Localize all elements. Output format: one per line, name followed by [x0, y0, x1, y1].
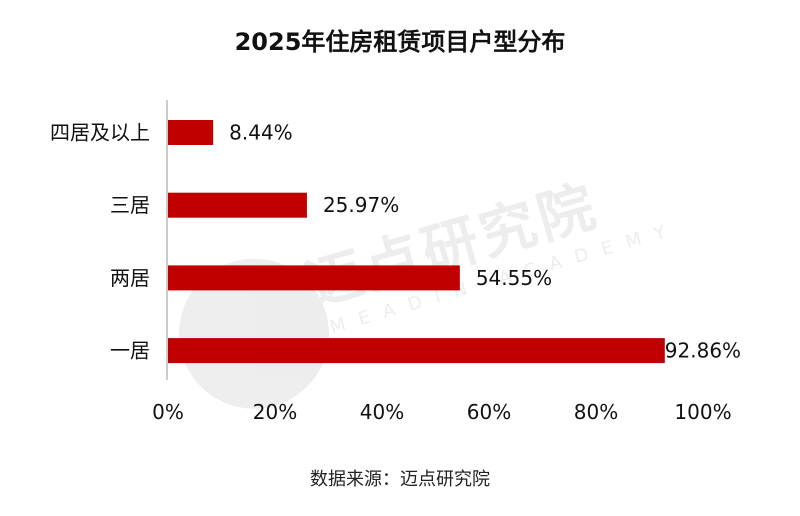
data-label: 54.55%	[476, 266, 552, 290]
category-label: 一居	[110, 339, 150, 363]
bar	[168, 192, 307, 218]
x-tick-label: 80%	[574, 400, 618, 424]
x-tick-label: 100%	[674, 400, 731, 424]
x-tick-label: 0%	[152, 400, 184, 424]
x-tick-label: 40%	[360, 400, 404, 424]
bar	[168, 338, 665, 364]
category-label: 三居	[110, 193, 150, 217]
bar	[168, 265, 460, 291]
category-label: 四居及以上	[50, 121, 150, 145]
chart-title: 2025年住房租赁项目户型分布	[234, 28, 566, 56]
category-label: 两居	[110, 266, 150, 290]
bar	[168, 120, 214, 145]
x-tick-label: 60%	[467, 400, 511, 424]
data-label: 92.86%	[665, 339, 741, 363]
data-label: 25.97%	[323, 193, 399, 217]
data-source: 数据来源：迈点研究院	[310, 469, 490, 490]
x-tick-label: 20%	[253, 400, 297, 424]
data-label: 8.44%	[229, 121, 293, 145]
